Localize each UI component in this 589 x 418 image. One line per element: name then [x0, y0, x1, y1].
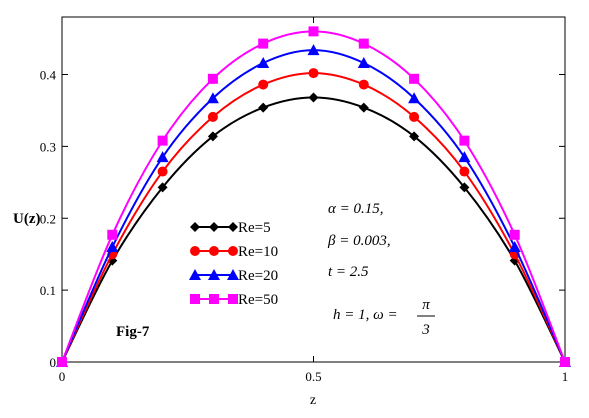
data-point	[560, 357, 570, 367]
data-point	[409, 73, 420, 84]
data-point	[358, 102, 369, 113]
legend-entry: Re=50	[190, 292, 278, 308]
data-point	[207, 111, 218, 122]
data-point	[459, 135, 470, 146]
x-axis-title: z	[310, 393, 316, 408]
legend-marker	[209, 294, 219, 304]
legend-entry: Re=5	[190, 220, 271, 236]
x-tick-label: 0	[59, 369, 66, 384]
y-tick-label: 0	[50, 355, 57, 370]
legend-marker	[190, 246, 200, 256]
series-re-10	[57, 68, 570, 367]
series-re-50	[57, 26, 570, 367]
figure-label: Fig-7	[116, 324, 150, 340]
parameter-annotations: α = 0.15, β = 0.003, t = 2.5 h = 1, ω = …	[327, 201, 435, 338]
data-point	[509, 229, 520, 240]
x-tick-label: 1	[562, 369, 569, 384]
x-tick-label: 0.5	[305, 369, 321, 384]
data-point	[358, 38, 369, 49]
legend-label: Re=5	[238, 220, 271, 236]
legend-marker	[228, 222, 238, 232]
legend-label: Re=10	[238, 244, 278, 260]
data-point	[409, 131, 420, 142]
annotation-t: t = 2.5	[328, 264, 369, 280]
data-point	[258, 102, 269, 113]
data-point	[157, 166, 168, 177]
data-point	[308, 68, 319, 79]
y-tick-label: 0.4	[40, 68, 57, 83]
data-point	[257, 57, 270, 68]
annotation-h-omega: h = 1, ω =	[333, 307, 398, 323]
data-point	[458, 151, 471, 163]
data-point	[206, 92, 219, 104]
y-tick-label: 0.3	[40, 139, 56, 154]
data-point	[207, 131, 218, 142]
data-point	[459, 166, 470, 177]
legend-entry: Re=10	[190, 244, 278, 260]
data-point	[357, 57, 370, 68]
data-point	[157, 182, 168, 193]
data-point	[508, 241, 521, 252]
y-tick-label: 0.1	[40, 283, 56, 298]
annotation-alpha: α = 0.15,	[328, 201, 384, 217]
data-point	[157, 135, 168, 146]
legend-marker	[190, 222, 200, 232]
legend-label: Re=50	[238, 292, 278, 308]
data-point	[258, 79, 269, 90]
annotation-beta: β = 0.003,	[327, 233, 391, 249]
legend-marker	[190, 294, 200, 304]
annotation-frac-numerator: π	[422, 297, 430, 313]
data-point	[358, 79, 369, 90]
series-line	[61, 72, 566, 363]
data-point	[409, 111, 420, 122]
legend-marker	[209, 222, 219, 232]
annotation-frac-denominator: 3	[421, 322, 430, 338]
data-point	[207, 73, 218, 84]
data-point	[258, 38, 269, 49]
legend: Re=5 Re=10 Re=20 Re=50	[189, 220, 278, 308]
data-point	[459, 182, 470, 193]
legend-marker	[228, 246, 238, 256]
data-point	[308, 26, 319, 37]
legend-marker	[228, 294, 238, 304]
legend-marker	[189, 269, 201, 280]
data-point	[106, 241, 119, 252]
legend-marker	[208, 269, 220, 280]
data-point	[308, 92, 319, 103]
axis-ticks: 0 0.1 0.2 0.3 0.4 0 0.5 1	[40, 17, 569, 384]
data-point	[57, 357, 67, 367]
data-point	[408, 92, 421, 104]
legend-marker	[227, 269, 239, 280]
data-point	[107, 229, 118, 240]
y-axis-title: U(z)	[13, 211, 40, 227]
data-point	[307, 44, 320, 56]
series-line	[61, 96, 566, 363]
data-point	[156, 151, 169, 163]
y-tick-label: 0.2	[40, 211, 56, 226]
legend-marker	[209, 246, 219, 256]
series-layer	[56, 26, 571, 367]
legend-label: Re=20	[238, 268, 278, 284]
legend-entry: Re=20	[189, 268, 278, 284]
